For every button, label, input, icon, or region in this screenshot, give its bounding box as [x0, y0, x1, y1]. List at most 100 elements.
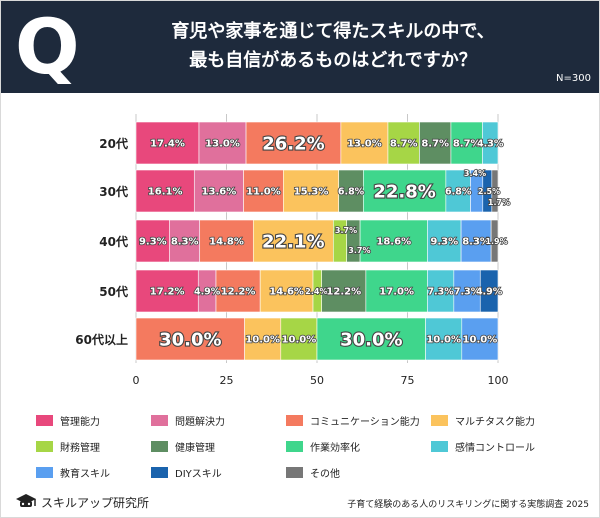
bar-segment — [338, 169, 364, 213]
data-label: 13.0% — [347, 139, 382, 150]
data-label: 17.4% — [150, 139, 185, 150]
bar-segment — [427, 269, 455, 313]
data-label: 13.6% — [202, 187, 237, 198]
question-title: 育児や家事を通じて得たスキルの中で、 最も自信があるものはどれですか？ — [113, 17, 553, 75]
bar-segment — [135, 121, 200, 165]
bar-segment — [199, 219, 254, 263]
legend-label: DIYスキル — [175, 469, 222, 480]
bar-segment — [425, 317, 463, 361]
data-label: 1.7% — [488, 198, 510, 207]
legend-swatch — [36, 415, 53, 426]
legend-label: その他 — [310, 467, 340, 480]
bar-segment — [198, 121, 247, 165]
data-label: 8.3% — [462, 237, 490, 248]
bar-segment — [245, 121, 342, 165]
legend-label: マルチタスク能力 — [455, 415, 535, 428]
bar-segment — [461, 317, 499, 361]
x-tick-label: 75 — [401, 374, 415, 387]
legend-swatch — [431, 441, 448, 452]
data-label: 10.0% — [245, 335, 280, 346]
category-label: 20代 — [99, 136, 128, 151]
data-label: 12.2% — [326, 287, 361, 298]
data-label: 8.3% — [171, 237, 199, 248]
bar-segment — [460, 219, 492, 263]
legend-label: 感情コントロール — [455, 441, 535, 454]
data-label: 3.4% — [464, 169, 486, 178]
question-line-1: 育児や家事を通じて得たスキルの中で、 — [171, 21, 495, 42]
data-label: 17.0% — [379, 287, 414, 298]
data-label: 7.3% — [454, 286, 481, 297]
data-label: 4.9% — [476, 287, 503, 298]
survey-title: 子育て経験のある人のリスキリングに関する実態調査 2025 — [347, 500, 589, 510]
q-mark: Q — [15, 2, 80, 91]
legend-label: 問題解決力 — [175, 415, 225, 428]
data-label: 8.7% — [421, 139, 449, 150]
bar-segment — [252, 219, 334, 263]
data-label: 16.1% — [148, 187, 183, 198]
legend-swatch — [36, 467, 53, 478]
data-label: 30.0% — [340, 329, 402, 350]
bar-segment — [491, 169, 499, 213]
legend-swatch — [286, 441, 303, 452]
bar-segment — [321, 269, 367, 313]
category-label: 50代 — [99, 284, 128, 299]
data-label: 30.0% — [159, 329, 221, 350]
sample-size: N=300 — [556, 73, 591, 84]
logo-text: スキルアップ研究所 — [41, 495, 150, 510]
data-label: 9.3% — [139, 237, 167, 248]
bar-segment — [169, 219, 201, 263]
bar-segment — [359, 219, 428, 263]
data-label: 15.3% — [294, 187, 329, 198]
question-line-2: 最も自信があるものはどれですか？ — [189, 50, 477, 71]
data-label: 2.5% — [478, 187, 500, 196]
legend-label: 作業効率化 — [310, 441, 360, 454]
legend-label: 教育スキル — [60, 467, 110, 480]
legend-swatch — [286, 415, 303, 426]
data-label: 14.6% — [269, 287, 304, 298]
data-label: 12.2% — [221, 287, 256, 298]
bar-segment — [479, 269, 499, 313]
bar-segment — [363, 169, 447, 213]
bar-segment — [135, 169, 195, 213]
bar-segment — [283, 169, 340, 213]
legend-label: 財務管理 — [60, 441, 100, 454]
data-label: 4.3% — [477, 138, 504, 149]
legend-swatch — [431, 415, 448, 426]
bar-segment — [427, 219, 462, 263]
legend-swatch — [151, 441, 168, 452]
data-label: 9.3% — [430, 237, 458, 248]
bar-segment — [259, 269, 314, 313]
bar-segment — [244, 317, 282, 361]
x-tick-label: 100 — [488, 374, 509, 387]
data-label: 4.9% — [194, 286, 221, 297]
bar-segment — [387, 121, 420, 165]
data-label: 17.2% — [150, 287, 185, 298]
data-label: 8.7% — [390, 139, 418, 150]
footer-logo: スキルアップ研究所 — [15, 491, 149, 513]
data-label: 10.0% — [426, 335, 461, 346]
bar-segment — [419, 121, 452, 165]
data-label: 22.8% — [373, 181, 435, 202]
data-label: 13.0% — [205, 139, 240, 150]
data-label: 11.0% — [246, 187, 281, 198]
stacked-bar-chart: 0 25 50 75 100 20代 30代 40代 50代 60代以上 17.4% 13.0% 26.… — [36, 114, 535, 480]
data-label: 8.7% — [453, 139, 481, 150]
x-tick-label: 50 — [310, 374, 324, 387]
graduation-cap-icon — [16, 494, 36, 507]
data-label: 18.6% — [376, 237, 411, 248]
data-label: 6.8% — [338, 186, 365, 197]
bar-segment — [135, 317, 245, 361]
legend-swatch — [151, 467, 168, 478]
legend-swatch — [36, 441, 53, 452]
bar-segment — [450, 121, 483, 165]
bar-segment — [445, 169, 471, 213]
bar-segment — [135, 219, 170, 263]
data-label: 3.7% — [348, 246, 370, 255]
bar-segment — [482, 121, 499, 165]
bar-segment — [340, 121, 389, 165]
data-label: 14.8% — [209, 237, 244, 248]
data-label: 22.1% — [262, 231, 324, 252]
bar-segment — [316, 317, 426, 361]
data-label: 2.4% — [305, 287, 327, 296]
